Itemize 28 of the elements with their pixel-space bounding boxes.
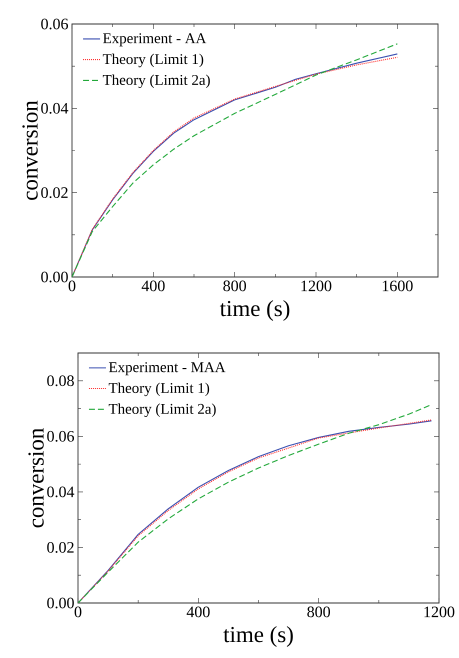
y-tick-label: 0.02: [47, 542, 74, 553]
y-tick-label: 0.00: [47, 598, 74, 608]
legend-label: Theory (Limit 2a): [108, 403, 216, 417]
y-tick-label: 0.02: [41, 187, 68, 198]
y-tick-label: 0.08: [47, 375, 74, 386]
x-tick-label: 0: [74, 606, 82, 618]
x-tick-label: 0: [68, 280, 76, 292]
legend-label: Theory (Limit 1): [102, 54, 204, 68]
legend-label: Experiment - MAA: [108, 362, 226, 376]
y-tick-label: 0.04: [41, 102, 68, 114]
x-tick-label: 1200: [424, 606, 454, 618]
x-tick-label: 400: [186, 606, 210, 618]
x-tick-label: 1600: [382, 280, 413, 292]
y-tick-label: 0.06: [41, 18, 68, 30]
y-tick-label: 0.00: [41, 272, 68, 282]
y-tick-label: 0.06: [47, 430, 74, 442]
y-tick-label: 0.04: [47, 486, 74, 498]
x-tick-label: 1200: [301, 280, 332, 292]
x-axis-title: time (s): [223, 626, 293, 647]
legend-label: Theory (Limit 2a): [102, 74, 210, 88]
legend-label: Experiment - AA: [103, 33, 206, 46]
x-tick-label: 400: [142, 280, 165, 292]
x-tick-label: 800: [307, 606, 330, 618]
x-axis-title: time (s): [220, 300, 290, 321]
x-tick-label: 800: [223, 280, 246, 292]
y-axis-title: conversion: [28, 428, 44, 528]
y-axis-title: conversion: [22, 100, 38, 200]
legend-label: Theory (Limit 1): [108, 382, 210, 396]
